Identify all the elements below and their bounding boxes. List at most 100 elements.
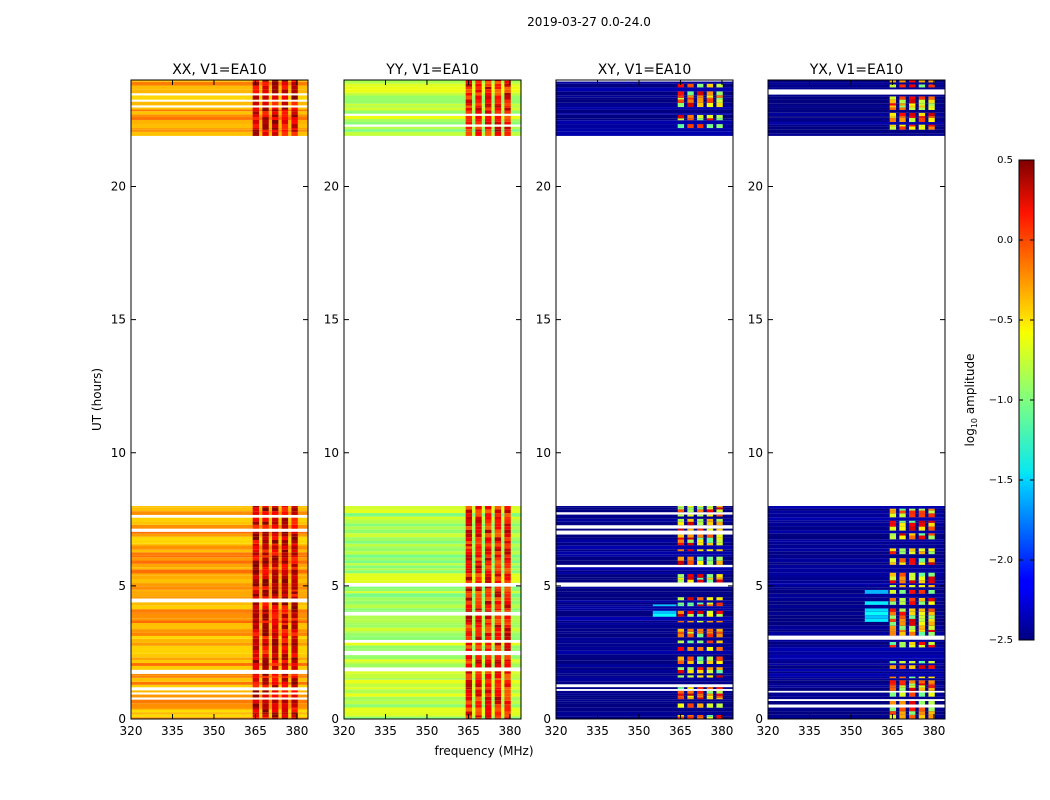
heatmap-cell — [252, 560, 260, 564]
heatmap-cell — [504, 597, 511, 601]
heatmap-cell — [465, 627, 473, 632]
heatmap-row — [344, 83, 521, 87]
heatmap-cell — [687, 114, 694, 119]
heatmap-cell — [291, 653, 298, 658]
heatmap-cell — [475, 105, 482, 108]
heatmap-cell — [485, 661, 492, 664]
heatmap-cell — [716, 602, 723, 605]
heatmap-cell — [291, 675, 298, 678]
heatmap-cell — [281, 694, 289, 698]
heatmap-image — [556, 81, 733, 719]
heatmap-row — [768, 99, 945, 104]
heatmap-cell — [687, 506, 694, 508]
heatmap-cell — [291, 95, 298, 100]
heatmap-cell — [909, 526, 916, 531]
heatmap-cell — [716, 542, 723, 546]
heatmap-row — [131, 612, 308, 614]
heatmap-cell — [899, 597, 906, 602]
heatmap-cell — [475, 604, 482, 609]
colorbar: 0.50.0−0.5−1.0−1.5−2.0−2.5 log10 amplitu… — [963, 155, 1035, 646]
heatmap-cell — [928, 611, 935, 616]
heatmap-cell — [262, 694, 269, 698]
heatmap-cell — [504, 537, 511, 542]
heatmap-cell — [494, 586, 502, 589]
heatmap-cell — [291, 131, 298, 136]
heatmap-cell — [272, 612, 279, 614]
heatmap-cell — [918, 601, 926, 605]
y-tick-label: 0 — [331, 712, 339, 726]
heatmap-cell — [475, 679, 482, 684]
heatmap-cell — [918, 621, 926, 626]
heatmap-cell — [504, 631, 511, 633]
heatmap-row — [556, 631, 733, 634]
heatmap-cell — [697, 539, 704, 543]
heatmap-row — [131, 645, 308, 651]
heatmap-cell — [928, 107, 935, 110]
heatmap-row — [768, 671, 945, 674]
heatmap-cell — [706, 695, 714, 698]
heatmap-cell — [716, 534, 723, 538]
heatmap-cell — [716, 640, 723, 644]
heatmap-cell — [252, 613, 260, 619]
heatmap-cell — [494, 663, 502, 668]
heatmap-cell — [291, 114, 298, 118]
heatmap-cell — [706, 646, 714, 651]
heatmap-cell — [677, 99, 685, 103]
heatmap-row — [556, 697, 733, 700]
heatmap-cell — [889, 84, 897, 88]
heatmap-cell — [272, 524, 279, 529]
heatmap-cell — [291, 563, 298, 568]
heatmap-cell — [262, 539, 269, 544]
heatmap-row — [131, 128, 308, 130]
heatmap-cell — [281, 557, 289, 561]
heatmap-cell — [262, 131, 269, 136]
heatmap-cell — [291, 613, 298, 619]
y-tick-label: 15 — [324, 313, 339, 327]
heatmap-cell — [706, 579, 714, 583]
heatmap-cell — [262, 80, 269, 82]
heatmap-row — [131, 593, 308, 597]
heatmap-row — [344, 717, 521, 719]
heatmap-cell — [909, 105, 916, 108]
heatmap-cell — [889, 711, 897, 715]
plot-frame — [343, 79, 522, 720]
heatmap-cell — [281, 533, 289, 537]
heatmap-cell — [716, 549, 723, 552]
heatmap-cell — [716, 716, 723, 719]
heatmap-cell — [889, 611, 897, 616]
heatmap-cell — [899, 535, 906, 540]
heatmap-cell — [899, 562, 906, 565]
heatmap-cell — [281, 543, 289, 546]
heatmap-cell — [928, 601, 935, 605]
heatmap-cell — [687, 521, 694, 526]
heatmap-cell — [465, 624, 473, 628]
heatmap-row — [344, 506, 521, 510]
heatmap-cell — [677, 675, 685, 678]
heatmap-cell — [475, 631, 482, 633]
heatmap-cell — [485, 573, 492, 577]
heatmap-row — [131, 673, 308, 676]
heatmap-cell — [475, 557, 482, 561]
heatmap-row — [768, 109, 945, 113]
heatmap-cell — [465, 696, 473, 701]
heatmap-cell — [706, 633, 714, 638]
heatmap-row — [344, 103, 521, 106]
heatmap-cell — [889, 522, 897, 527]
heatmap-cell — [291, 703, 298, 708]
heatmap-cell — [697, 620, 704, 623]
heatmap-cell — [889, 644, 897, 648]
heatmap-cell — [889, 707, 897, 712]
heatmap-cell — [716, 577, 723, 580]
heatmap-row — [768, 87, 945, 90]
heatmap-cell — [918, 551, 926, 555]
heatmap-cell — [272, 533, 279, 537]
heatmap-row — [344, 81, 521, 84]
heatmap-cell — [899, 615, 906, 619]
x-tick-label: 380 — [710, 724, 733, 738]
heatmap-cell — [475, 648, 482, 651]
heatmap-cell — [485, 92, 492, 96]
heatmap-cell — [706, 534, 714, 538]
heatmap-cell — [485, 588, 492, 592]
plot-frame — [130, 79, 309, 720]
heatmap-cell — [716, 579, 723, 583]
